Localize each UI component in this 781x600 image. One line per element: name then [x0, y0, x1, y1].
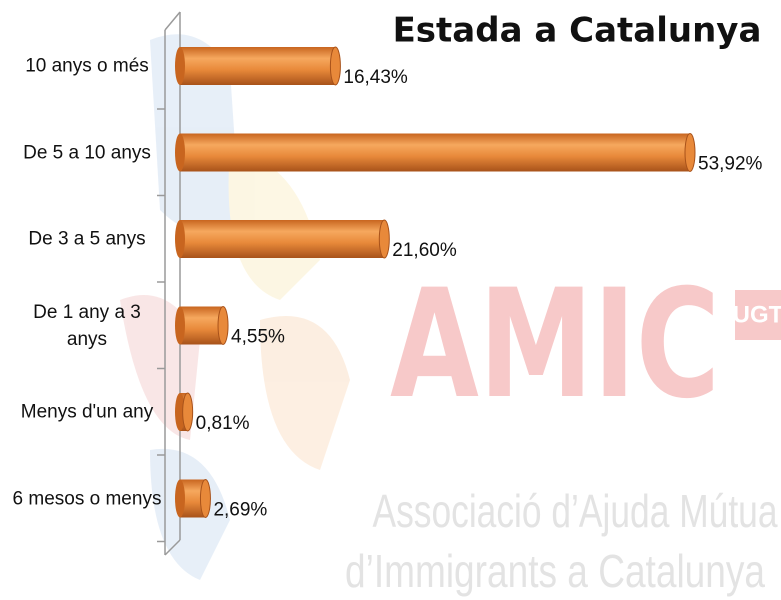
- watermark-line1: Associació d’Ajuda Mútua: [373, 485, 778, 537]
- watermark-badge: UGT: [733, 301, 781, 328]
- value-label: 2,69%: [213, 500, 267, 521]
- value-label: 0,81%: [196, 413, 250, 434]
- bar: [175, 133, 696, 172]
- category-label: Menys d'un any: [20, 401, 154, 423]
- bar: [175, 392, 194, 432]
- category-label: De 3 a 5 anys: [28, 228, 146, 250]
- value-label: 16,43%: [343, 67, 408, 88]
- bar: [175, 46, 341, 86]
- bar: [175, 479, 211, 518]
- bar: [175, 219, 390, 259]
- axis-wall: [164, 11, 181, 556]
- category-label: De 1 any a 3 anys: [33, 301, 141, 350]
- badge-box: [735, 290, 781, 340]
- value-label: 4,55%: [231, 327, 285, 348]
- bar: [175, 306, 229, 345]
- category-label: De 5 a 10 anys: [23, 142, 151, 163]
- value-label: 53,92%: [698, 154, 763, 175]
- category-label: 6 mesos o menys: [12, 488, 162, 509]
- category-label: 10 anys o més: [25, 55, 149, 77]
- watermark-logo: AMIC: [390, 258, 720, 432]
- chart-title: Estada a Catalunya: [393, 11, 762, 51]
- watermark-line2: d’Immigrants a Catalunya: [345, 545, 765, 597]
- value-label: 21,60%: [392, 240, 457, 261]
